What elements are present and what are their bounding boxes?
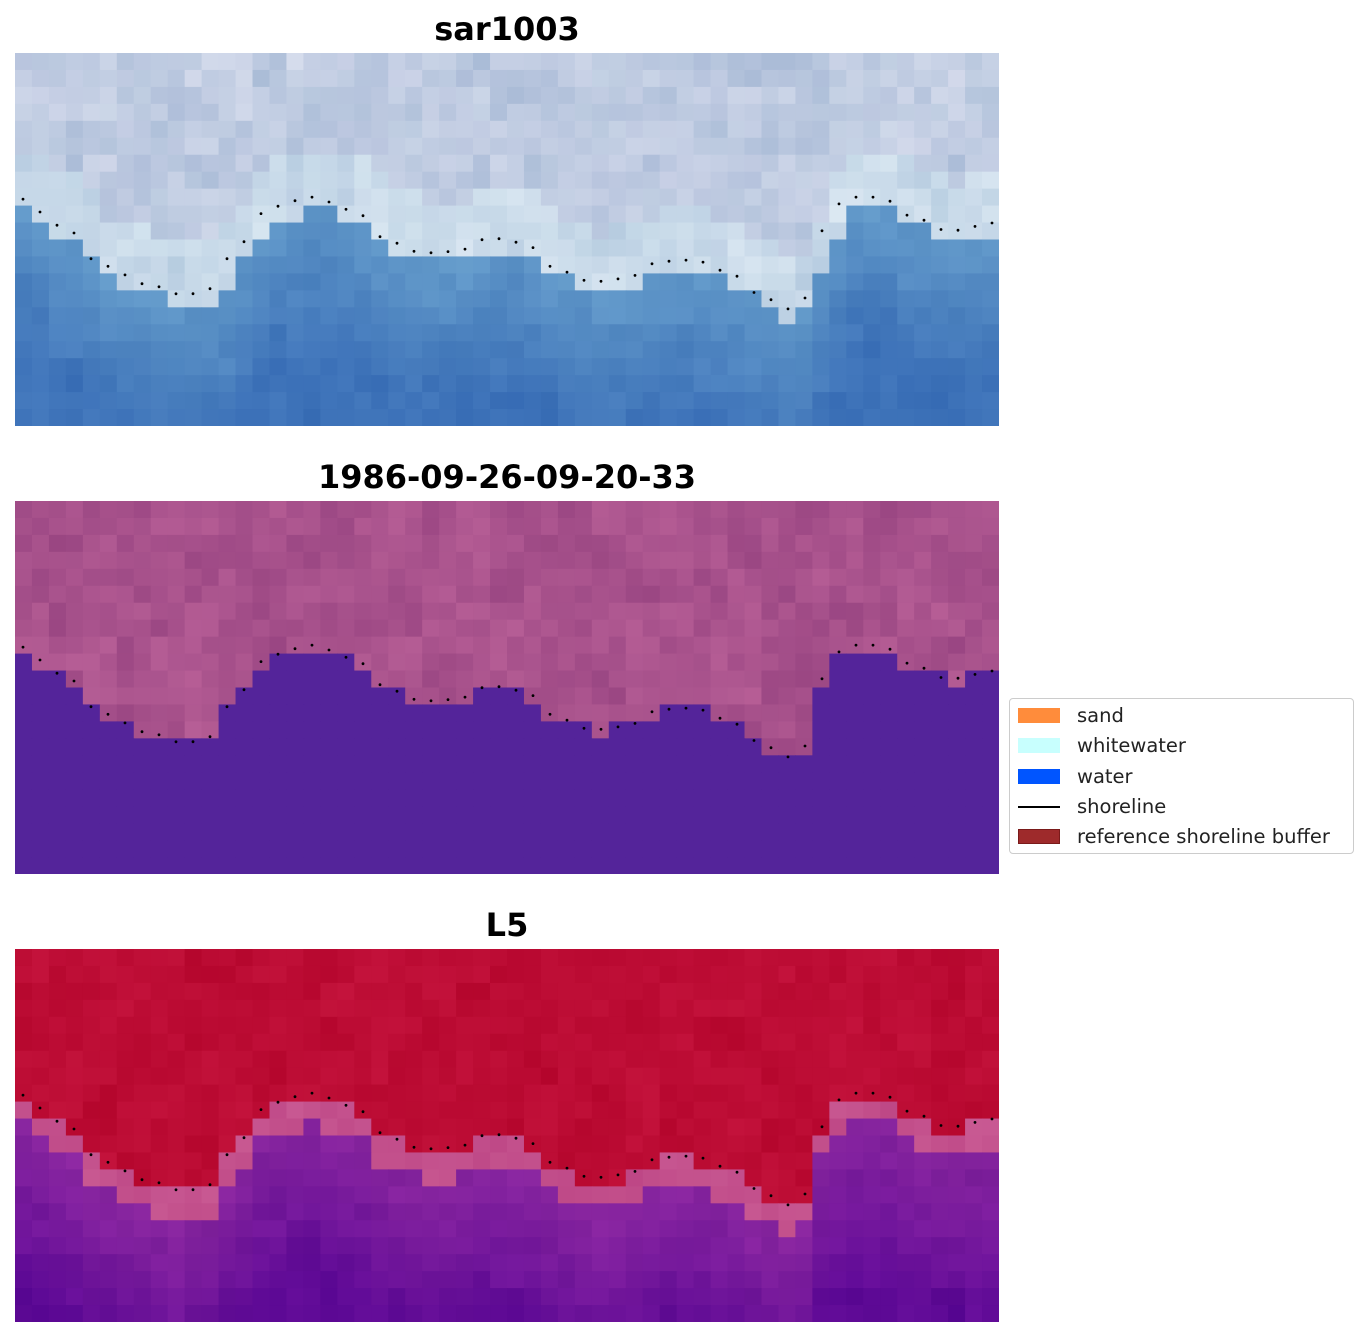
legend-label-water: water — [1077, 765, 1133, 788]
shoreline-dots — [21, 643, 994, 759]
legend-item-whitewater: whitewater — [1010, 731, 1353, 761]
reference-buffer-swatch — [1018, 829, 1060, 844]
classified-image — [15, 501, 999, 874]
legend-label-shoreline: shoreline — [1077, 795, 1167, 818]
shoreline-dots — [21, 195, 994, 311]
panel-title-index: L5 — [485, 906, 529, 944]
shoreline-line-swatch — [1018, 806, 1060, 808]
panel-title-rgb: sar1003 — [434, 10, 580, 48]
panel-title-classified: 1986-09-26-09-20-33 — [317, 458, 697, 496]
water-swatch — [1018, 769, 1060, 784]
whitewater-swatch — [1018, 738, 1060, 753]
legend: sand whitewater water shoreline referenc… — [1009, 698, 1354, 854]
legend-item-reference-buffer: reference shoreline buffer — [1010, 822, 1353, 852]
legend-item-water: water — [1010, 762, 1353, 792]
sand-swatch — [1018, 708, 1060, 723]
index-image — [15, 949, 999, 1322]
legend-label-sand: sand — [1077, 704, 1124, 727]
legend-item-shoreline: shoreline — [1010, 792, 1353, 822]
satellite-rgb-image — [15, 53, 999, 426]
legend-item-sand: sand — [1010, 701, 1353, 731]
legend-label-whitewater: whitewater — [1077, 734, 1186, 757]
legend-label-reference-buffer: reference shoreline buffer — [1077, 825, 1330, 848]
shoreline-dots — [21, 1091, 994, 1207]
